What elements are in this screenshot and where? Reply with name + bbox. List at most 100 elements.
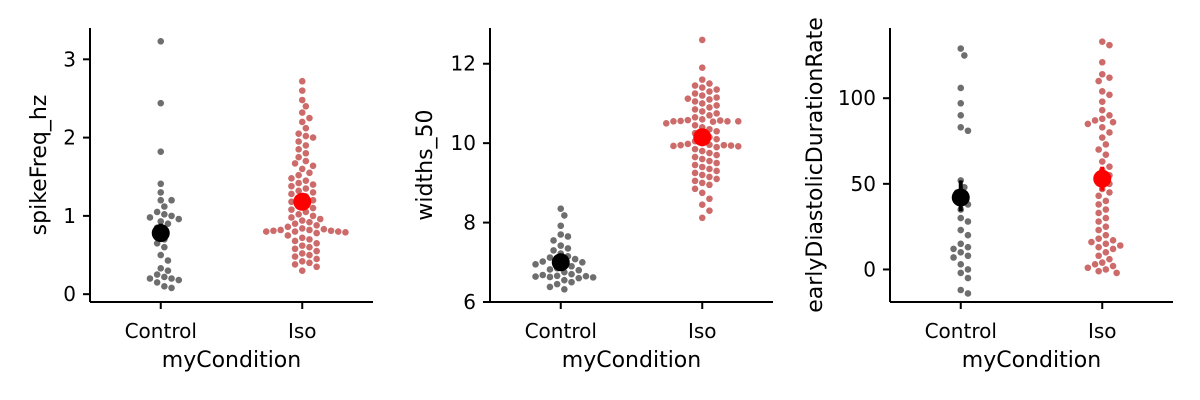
- data-point: [1106, 91, 1113, 99]
- data-point: [298, 165, 306, 173]
- mean-marker: [551, 253, 570, 272]
- data-point: [691, 169, 699, 177]
- data-point: [961, 52, 968, 59]
- data-point: [582, 272, 590, 280]
- data-point: [306, 226, 313, 234]
- data-point: [298, 87, 306, 94]
- data-point: [1109, 262, 1117, 270]
- data-point: [309, 134, 317, 141]
- y-tick-label: 2: [63, 126, 76, 150]
- data-point: [1116, 242, 1124, 249]
- data-point: [168, 196, 175, 204]
- y-tick-label: 10: [451, 131, 476, 155]
- data-point: [698, 36, 706, 44]
- data-point: [713, 159, 720, 167]
- data-point: [720, 141, 728, 149]
- data-point: [298, 217, 306, 224]
- data-point: [295, 130, 302, 137]
- data-point: [161, 243, 168, 251]
- data-point: [684, 116, 692, 124]
- data-point: [550, 247, 557, 254]
- data-point: [298, 96, 306, 104]
- data-point: [295, 138, 302, 145]
- data-point: [698, 201, 706, 209]
- data-point: [1095, 146, 1102, 153]
- data-point: [677, 117, 684, 125]
- data-point: [302, 142, 310, 149]
- data-point: [288, 198, 295, 206]
- data-point: [553, 272, 561, 280]
- data-point: [706, 80, 713, 87]
- data-point: [1098, 124, 1106, 131]
- data-point: [306, 169, 313, 177]
- data-point: [295, 179, 302, 187]
- data-point: [1098, 38, 1106, 45]
- series-control: [950, 45, 972, 297]
- y-tick-label: 0: [863, 257, 876, 281]
- data-point: [957, 240, 965, 248]
- mean-marker: [951, 188, 970, 207]
- data-point: [302, 185, 310, 192]
- data-point: [295, 171, 302, 179]
- data-point: [1095, 192, 1102, 200]
- data-point: [1109, 237, 1117, 244]
- data-point: [727, 142, 735, 149]
- data-point: [298, 225, 306, 232]
- data-point: [334, 228, 342, 235]
- data-point: [298, 267, 306, 274]
- data-point: [564, 233, 572, 240]
- data-point: [309, 189, 317, 196]
- data-point: [309, 181, 317, 188]
- data-point: [706, 207, 713, 214]
- data-point: [713, 102, 720, 109]
- data-point: [291, 245, 299, 253]
- data-point: [1098, 106, 1106, 114]
- data-point: [557, 242, 565, 249]
- data-point: [546, 273, 554, 281]
- data-point: [557, 231, 565, 238]
- data-point: [662, 120, 670, 127]
- data-point: [153, 279, 161, 286]
- data-point: [161, 211, 168, 218]
- data-point: [532, 260, 539, 268]
- data-point: [964, 127, 972, 135]
- data-point: [306, 243, 313, 251]
- mean-marker: [151, 224, 170, 243]
- y-tick-label: 6: [463, 290, 476, 314]
- data-point: [1091, 117, 1099, 124]
- data-point: [713, 110, 720, 117]
- data-point: [1102, 151, 1110, 159]
- data-point: [579, 258, 586, 266]
- data-point: [568, 278, 575, 286]
- data-point: [157, 180, 165, 188]
- series-iso: [662, 36, 742, 222]
- y-tick-label: 1: [63, 204, 76, 228]
- data-point: [298, 242, 306, 249]
- series-iso: [1084, 38, 1124, 277]
- data-point: [302, 102, 310, 110]
- data-point: [561, 276, 568, 284]
- data-point: [964, 252, 972, 260]
- data-point: [691, 161, 699, 169]
- y-axis-label: earlyDiastolicDurationRate: [803, 17, 828, 313]
- data-point: [316, 215, 324, 223]
- data-point: [295, 187, 302, 195]
- data-point: [957, 269, 965, 277]
- data-point: [161, 283, 168, 290]
- data-point: [168, 275, 175, 282]
- data-point: [284, 232, 292, 239]
- data-point: [320, 225, 328, 233]
- data-point: [706, 96, 713, 103]
- data-point: [561, 212, 568, 219]
- data-point: [546, 283, 554, 291]
- data-point: [1095, 77, 1102, 85]
- data-point: [957, 214, 965, 222]
- data-point: [1095, 235, 1102, 242]
- data-point: [168, 284, 175, 292]
- data-point: [302, 157, 310, 165]
- y-tick-label: 8: [463, 211, 476, 235]
- data-point: [1098, 70, 1106, 78]
- data-point: [298, 257, 306, 265]
- data-point: [734, 143, 742, 150]
